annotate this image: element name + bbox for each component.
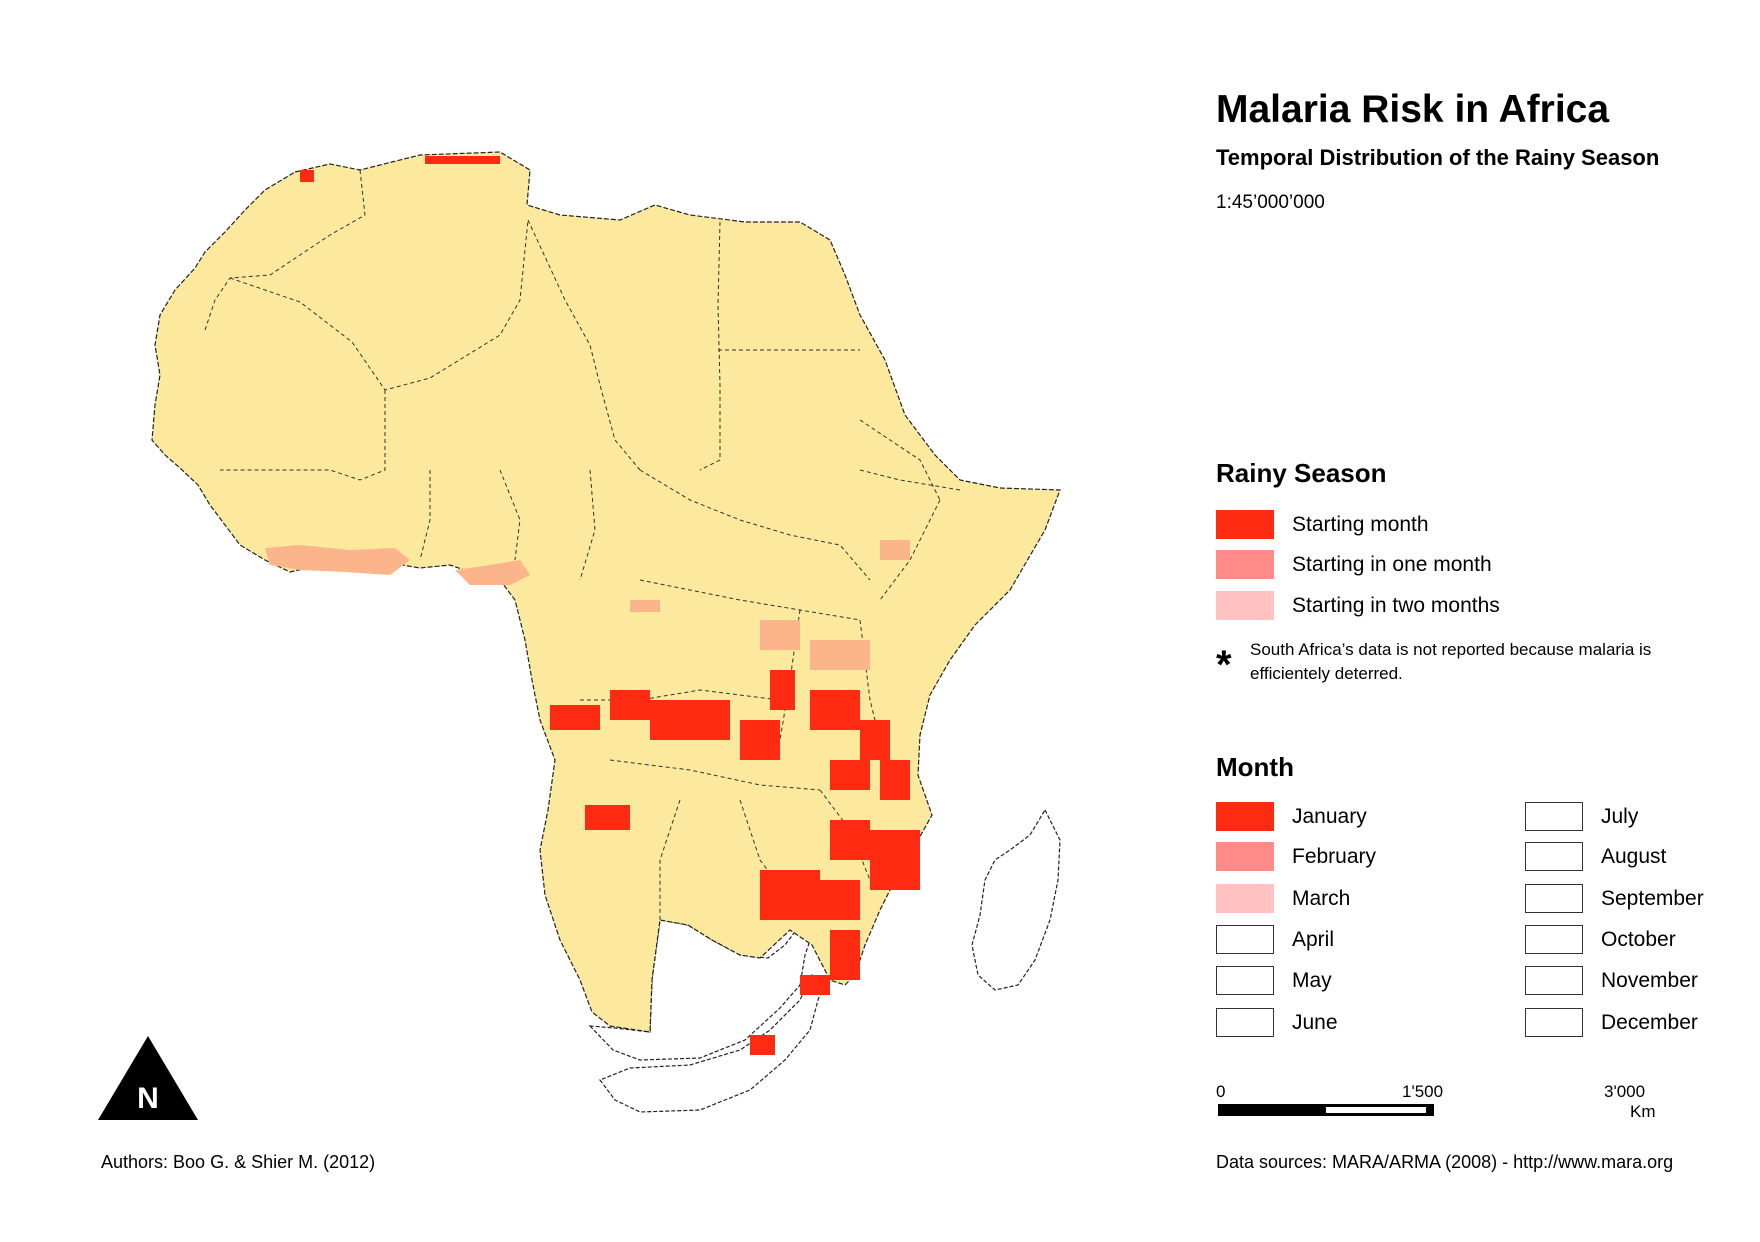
legend-swatch (1525, 925, 1583, 954)
legend-label: June (1292, 1010, 1338, 1034)
month-legend-item: June (1216, 1008, 1338, 1037)
legend-label: May (1292, 968, 1332, 992)
month-legend-item: January (1216, 802, 1367, 831)
scale-bar (1218, 1104, 1434, 1116)
legend-swatch (1525, 842, 1583, 871)
south-africa-note: South Africa’s data is not reported beca… (1250, 638, 1651, 686)
month-legend-item: December (1525, 1008, 1698, 1037)
legend-swatch (1525, 802, 1583, 831)
month-legend-item: April (1216, 925, 1334, 954)
legend-label: March (1292, 886, 1351, 910)
rainy-legend-item: Starting in one month (1216, 550, 1492, 579)
africa-map (151, 151, 1061, 1113)
note-line-2: efficientely deterred. (1250, 664, 1403, 683)
month-legend-item: March (1216, 884, 1350, 913)
legend-label: July (1601, 804, 1639, 828)
month-legend-item: September (1525, 884, 1704, 913)
legend-swatch (1216, 842, 1274, 871)
legend-label: Starting in one month (1292, 552, 1492, 576)
legend-swatch (1216, 1008, 1274, 1037)
madagascar (971, 808, 1061, 991)
scalebar-tick-3000: 3'000 (1604, 1082, 1646, 1101)
rainy-legend-item: Starting month (1216, 510, 1429, 539)
data-sources: Data sources: MARA/ARMA (2008) - http://… (1216, 1152, 1674, 1172)
legend-label: October (1601, 927, 1676, 951)
month-heading: Month (1216, 752, 1294, 782)
rainy-two-months (265, 540, 910, 670)
north-arrow-icon: N (98, 1036, 198, 1120)
africa-landmass (151, 151, 1061, 1033)
legend-swatch (1216, 510, 1274, 539)
legend-swatch (1216, 884, 1274, 913)
legend-label: September (1601, 886, 1704, 910)
authors-credit: Authors: Boo G. & Shier M. (2012) (101, 1152, 376, 1172)
legend-swatch (1216, 550, 1274, 579)
map-subtitle: Temporal Distribution of the Rainy Seaso… (1216, 145, 1660, 170)
month-legend-item: February (1216, 842, 1376, 871)
rainy-starting-month (300, 156, 920, 1055)
legend-label: August (1601, 844, 1667, 868)
north-label: N (137, 1082, 159, 1115)
legend-label: Starting month (1292, 512, 1429, 536)
map-scale-ratio: 1:45’000’000 (1216, 192, 1325, 213)
legend-label: Starting in two months (1292, 593, 1500, 617)
month-legend-item: October (1525, 925, 1676, 954)
note-asterisk: * (1216, 643, 1232, 687)
month-legend-item: May (1216, 966, 1332, 995)
scalebar-tick-0: 0 (1216, 1082, 1226, 1101)
rainy-legend-item: Starting in two months (1216, 591, 1500, 620)
month-legend-item: November (1525, 966, 1698, 995)
legend-swatch (1525, 884, 1583, 913)
legend-swatch (1525, 1008, 1583, 1037)
legend-swatch (1216, 802, 1274, 831)
legend-label: April (1292, 927, 1335, 951)
legend-swatch (1216, 966, 1274, 995)
legend-label: December (1601, 1010, 1698, 1034)
month-legend-item: July (1525, 802, 1638, 831)
legend-swatch (1525, 966, 1583, 995)
map-title: Malaria Risk in Africa (1216, 88, 1610, 131)
month-legend-item: August (1525, 842, 1666, 871)
rainy-season-heading: Rainy Season (1216, 458, 1387, 488)
legend-label: January (1292, 804, 1367, 828)
note-line-1: South Africa’s data is not reported beca… (1250, 640, 1652, 659)
legend-swatch (1216, 591, 1274, 620)
scalebar-tick-1500: 1'500 (1402, 1082, 1444, 1101)
scalebar-unit: Km (1630, 1102, 1656, 1121)
legend-swatch (1216, 925, 1274, 954)
legend-label: February (1292, 844, 1377, 868)
legend-label: November (1601, 968, 1698, 992)
